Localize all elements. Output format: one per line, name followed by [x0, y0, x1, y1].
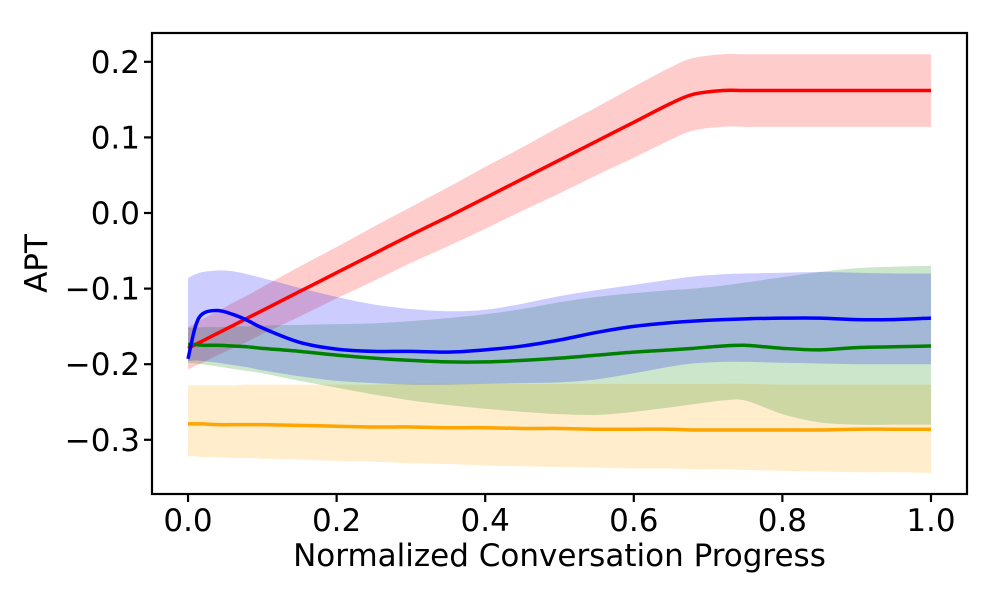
y-axis-tick-label: 0.1 — [91, 120, 140, 156]
x-axis-tick-label: 0.2 — [312, 503, 361, 539]
y-axis-tick-label: −0.2 — [65, 347, 140, 383]
y-axis-label: APT — [19, 233, 55, 293]
x-axis-tick-label: 0.8 — [758, 503, 807, 539]
green-series-band — [188, 265, 931, 425]
x-axis-tick-label: 1.0 — [906, 503, 955, 539]
orange-series-line — [188, 422, 931, 432]
y-axis-tick-label: 0.2 — [91, 45, 140, 81]
blue-series-line — [186, 308, 932, 360]
y-axis-tick-label: −0.1 — [65, 272, 140, 308]
blue-series-band — [188, 270, 931, 385]
red-series-band — [188, 53, 931, 370]
x-axis-tick-label: 0.6 — [609, 503, 658, 539]
plot-area-spines — [150, 31, 969, 496]
red-series-line — [187, 88, 931, 350]
x-axis-label: Normalized Conversation Progress — [293, 538, 826, 574]
x-axis-tick-label: 0.4 — [461, 503, 510, 539]
x-axis-tick-label: 0.0 — [163, 503, 212, 539]
y-axis-tick-label: −0.3 — [65, 423, 140, 459]
green-series-line — [188, 342, 932, 364]
y-axis-tick-label: 0.0 — [91, 196, 140, 232]
